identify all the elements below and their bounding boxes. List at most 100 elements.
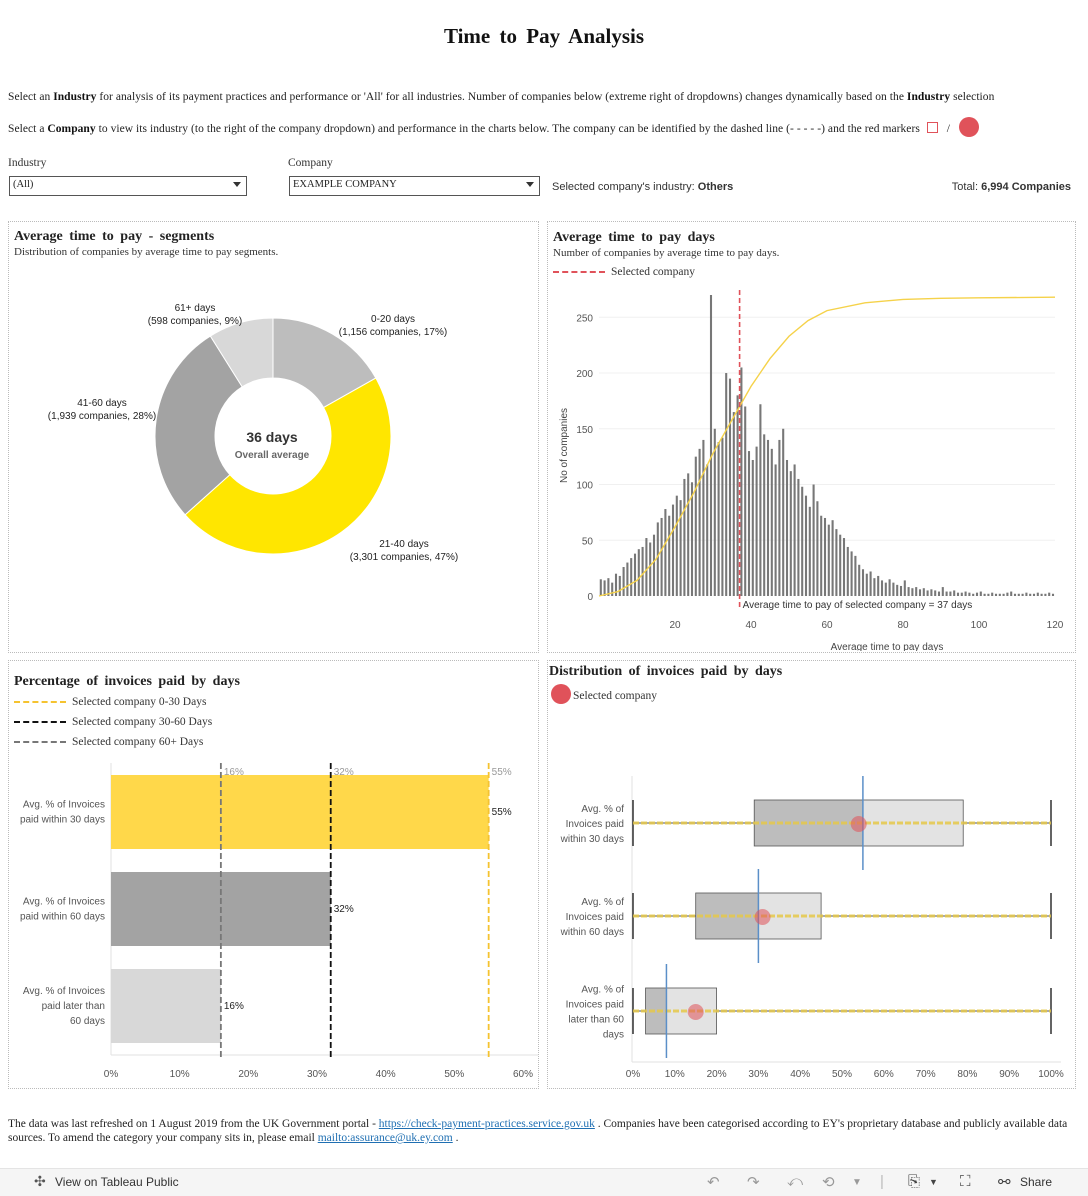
box-plot-chart: Avg. % of Invoices paid within 30 days Avg.…	[560, 776, 1064, 1080]
histogram-bar	[706, 464, 709, 596]
histogram-bar	[907, 587, 910, 596]
histogram-bar	[892, 582, 895, 596]
category-label: Avg. % of Invoices	[23, 800, 105, 811]
download-icon[interactable]: ⎘	[908, 1173, 921, 1190]
red-dashed-line-icon	[553, 271, 605, 274]
histogram-bar	[656, 522, 659, 596]
histogram-bar	[812, 484, 815, 596]
page-title: Time to Pay Analysis	[443, 24, 645, 48]
intro-line-1: Select an Industry for analysis of its p…	[8, 91, 995, 103]
histogram-bar	[861, 569, 865, 596]
percentage-bar	[111, 969, 221, 1043]
histogram-bar	[599, 579, 602, 596]
refresh-icon[interactable]: ⟲	[822, 1174, 835, 1191]
histogram-bar	[1032, 593, 1036, 596]
histogram-bar	[793, 464, 796, 596]
download-dropdown-icon[interactable]: ▼	[929, 1177, 938, 1187]
histogram-bar	[675, 495, 678, 596]
histogram-legend: Selected company	[553, 266, 695, 278]
histogram-bar	[633, 553, 637, 596]
histogram-bar	[858, 564, 861, 596]
histogram-bar	[884, 582, 887, 596]
donut-center-value: 36 days	[246, 429, 298, 445]
selected-company-annotation: Average time to pay of selected company …	[743, 600, 973, 611]
category-label: Avg. % of	[581, 804, 624, 815]
histogram-bar	[899, 585, 903, 596]
y-tick-label: 150	[576, 425, 593, 436]
histogram-bar	[1017, 593, 1020, 596]
histogram-bar	[960, 592, 963, 596]
view-on-tableau-link[interactable]: View on Tableau Public	[55, 1175, 179, 1189]
y-tick-label: 0	[587, 592, 593, 603]
histogram-bar	[713, 428, 716, 596]
histogram-bar	[622, 567, 625, 596]
x-tick-label: 120	[1047, 620, 1064, 631]
histogram-bar	[953, 590, 956, 596]
pct-title: Percentage of invoices paid by days	[14, 674, 240, 689]
histogram-bar	[842, 538, 846, 596]
histogram-title: Average time to pay days	[553, 230, 715, 245]
histogram-panel	[547, 221, 1076, 653]
histogram-bar	[1036, 592, 1039, 596]
x-tick-label: 90%	[999, 1069, 1019, 1080]
x-tick-label: 0%	[626, 1069, 641, 1080]
box-lower	[645, 987, 667, 1035]
donut-subtitle: Distribution of companies by average tim…	[14, 246, 279, 258]
industry-dropdown-value: (All)	[13, 179, 34, 190]
share-icon[interactable]: ⚯	[998, 1174, 1011, 1191]
donut-slice	[209, 317, 274, 388]
histogram-bar	[649, 542, 652, 596]
histogram-bar	[846, 546, 849, 596]
pct-legend-60-plus: Selected company 60+ Days	[14, 736, 203, 748]
histogram-bar	[763, 434, 766, 596]
histogram-bar	[930, 589, 933, 596]
histogram-bar	[709, 295, 713, 596]
histogram-bar	[934, 590, 937, 596]
x-tick-label: 30%	[748, 1069, 768, 1080]
histogram-bar	[1002, 593, 1005, 596]
redo-icon[interactable]: ↷	[747, 1174, 760, 1191]
x-tick-label: 40%	[376, 1069, 396, 1080]
histogram-bar	[998, 593, 1001, 596]
category-label: paid within 60 days	[20, 912, 105, 923]
undo-icon[interactable]: ↶	[707, 1174, 720, 1191]
histogram-bar	[732, 412, 735, 596]
histogram-bar	[987, 593, 990, 596]
industry-dropdown[interactable]: (All)	[9, 176, 247, 196]
intro-line-2: Select a Company to view its industry (t…	[8, 117, 1080, 137]
gov-portal-link[interactable]: https://check-payment-practices.service.…	[378, 1118, 595, 1130]
donut-slice-label: 21-40 days	[379, 539, 428, 550]
histogram-bar	[736, 395, 739, 596]
histogram-bar	[827, 524, 830, 596]
fullscreen-icon[interactable]: ⛶	[960, 1173, 971, 1190]
histogram-bar	[626, 562, 629, 596]
histogram-chart: 0 50 100 150 200 250 Average time to pay of se…	[559, 290, 1064, 651]
revert-icon[interactable]: ⤺	[787, 1173, 804, 1190]
histogram-bar	[1029, 593, 1032, 596]
histogram-bar	[683, 478, 686, 596]
histogram-bar	[652, 534, 656, 596]
selected-company-marker	[754, 909, 771, 925]
grey-dashed-line-icon	[14, 741, 66, 744]
y-tick-label: 250	[576, 313, 593, 324]
category-label: Invoices paid	[566, 912, 624, 923]
email-link[interactable]: mailto:assurance@uk.ey.com	[317, 1132, 453, 1144]
histogram-bar	[717, 442, 720, 596]
total-companies: Total: 6,994 Companies	[951, 181, 1071, 193]
x-tick-label: 10%	[170, 1069, 190, 1080]
histogram-bar	[911, 588, 914, 596]
histogram-bar	[979, 591, 982, 596]
company-dropdown[interactable]: EXAMPLE COMPANY	[289, 176, 540, 196]
histogram-bar	[774, 464, 777, 596]
x-axis-title: Average time to pay days	[831, 642, 944, 651]
pause-dropdown-icon[interactable]: ▼	[852, 1177, 862, 1188]
donut-slice-detail: (598 companies, 9%)	[148, 316, 243, 327]
category-label: Invoices paid	[566, 819, 624, 830]
histogram-bar	[801, 486, 804, 596]
histogram-bar	[603, 580, 606, 596]
donut-slice-label: 41-60 days	[77, 398, 126, 409]
share-button[interactable]: Share	[1020, 1175, 1053, 1189]
red-circle-marker-icon	[551, 684, 571, 704]
histogram-bar	[630, 558, 633, 596]
selected-industry: Selected company's industry: Others	[552, 181, 734, 193]
